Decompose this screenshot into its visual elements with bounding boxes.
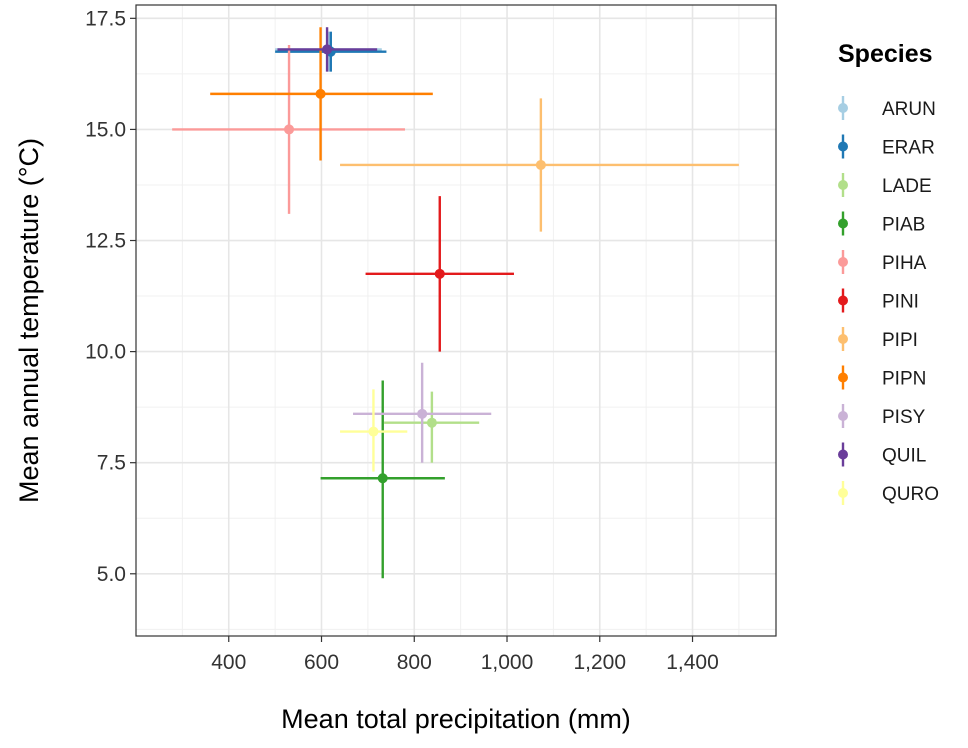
- legend-label-piab: PIAB: [882, 215, 925, 236]
- point-quil: [322, 44, 333, 55]
- legend-item-pisy: PISY: [838, 404, 926, 428]
- legend-key-point-quro: [838, 488, 848, 498]
- legend-key-point-piha: [838, 257, 848, 267]
- point-piab: [377, 473, 388, 484]
- legend-label-erar: ERAR: [882, 138, 935, 159]
- legend: ARUN ERAR LADE PIAB PIHA PINI PIPI PIPN PISY QUIL…: [838, 96, 939, 505]
- x-tick-label: 600: [304, 651, 339, 674]
- y-tick-label: 12.5: [85, 230, 126, 253]
- plot-panel-border: [135, 4, 777, 637]
- point-pipi: [535, 159, 546, 170]
- x-tick-label: 400: [211, 651, 246, 674]
- y-tick-label: 7.5: [97, 452, 126, 475]
- legend-key-point-pipi: [838, 334, 848, 344]
- legend-item-pini: PINI: [838, 288, 919, 313]
- legend-label-pini: PINI: [882, 292, 919, 313]
- point-quro: [368, 426, 379, 437]
- series-quil: [277, 27, 378, 72]
- legend-item-quro: QURO: [838, 481, 939, 505]
- legend-item-lade: LADE: [838, 173, 932, 197]
- legend-item-erar: ERAR: [838, 134, 935, 159]
- series-pisy: [353, 362, 492, 463]
- legend-label-pisy: PISY: [882, 407, 926, 428]
- axis-ticks: 400 600 800 1,000 1,200 1,400 5.0 7.5 10.0 12.5 15…: [85, 7, 719, 674]
- legend-label-piha: PIHA: [882, 253, 927, 274]
- y-tick-label: 5.0: [97, 563, 126, 586]
- legend-key-point-piab: [838, 218, 848, 229]
- point-pini: [434, 268, 445, 279]
- legend-title: Species: [838, 40, 933, 68]
- series-lade: [384, 391, 480, 463]
- legend-item-piab: PIAB: [838, 211, 925, 236]
- legend-key-point-arun: [838, 103, 848, 113]
- legend-label-lade: LADE: [882, 176, 932, 197]
- legend-item-quil: QUIL: [838, 442, 926, 467]
- legend-key-point-pipn: [838, 372, 848, 383]
- series-piha: [172, 44, 405, 214]
- series-quro: [340, 389, 408, 472]
- legend-item-pipn: PIPN: [838, 365, 926, 390]
- legend-key-point-erar: [838, 141, 848, 152]
- legend-item-pipi: PIPI: [838, 327, 918, 351]
- y-tick-label: 15.0: [85, 118, 126, 141]
- legend-item-piha: PIHA: [838, 250, 927, 274]
- series-pipi: [340, 98, 739, 232]
- point-pipn: [315, 88, 326, 99]
- legend-key-point-pini: [838, 295, 848, 306]
- plot-series: [172, 27, 739, 579]
- x-tick-label: 1,200: [573, 651, 626, 674]
- legend-key-point-lade: [838, 180, 848, 190]
- y-tick-label: 10.0: [85, 341, 126, 364]
- legend-key-point-quil: [838, 449, 848, 460]
- legend-label-pipi: PIPI: [882, 330, 918, 351]
- point-pisy: [417, 408, 428, 419]
- y-axis-title: Mean annual temperature (°C): [14, 138, 44, 503]
- legend-key-point-pisy: [838, 411, 848, 421]
- point-piha: [284, 124, 295, 135]
- legend-label-pipn: PIPN: [882, 369, 926, 390]
- y-tick-label: 17.5: [85, 7, 126, 30]
- legend-item-arun: ARUN: [838, 96, 936, 120]
- series-pini: [365, 196, 514, 352]
- x-tick-label: 1,000: [481, 651, 534, 674]
- x-tick-label: 1,400: [666, 651, 719, 674]
- x-axis-title: Mean total precipitation (mm): [281, 704, 631, 734]
- grid: [136, 5, 776, 636]
- legend-label-arun: ARUN: [882, 99, 936, 120]
- legend-label-quro: QURO: [882, 484, 939, 505]
- point-lade: [426, 417, 437, 428]
- legend-label-quil: QUIL: [882, 446, 926, 467]
- x-tick-label: 800: [397, 651, 432, 674]
